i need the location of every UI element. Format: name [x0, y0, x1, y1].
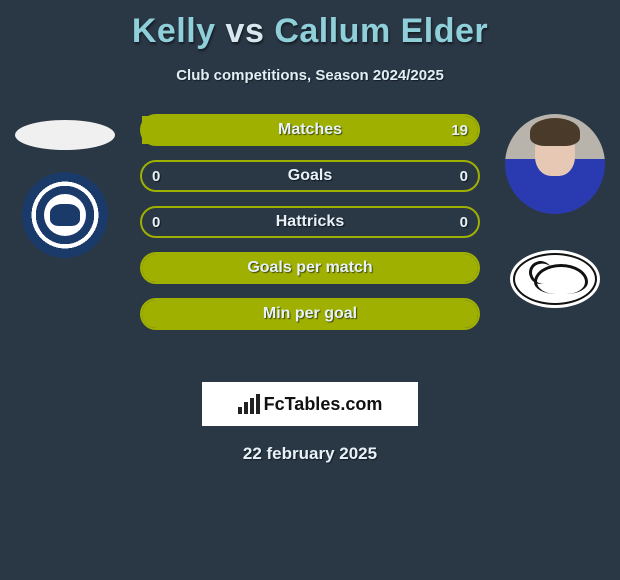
right-column: [500, 114, 610, 324]
comparison-title: Kelly vs Callum Elder: [0, 0, 620, 51]
stat-label: Goals: [288, 167, 332, 185]
stat-row: Goals per match: [140, 252, 480, 284]
stat-label: Matches: [278, 121, 342, 139]
stat-row: 0 Hattricks 0: [140, 206, 480, 238]
stat-right-value: 0: [460, 214, 468, 231]
player1-photo: [15, 120, 115, 150]
stat-bars: Matches 19 0 Goals 0 0 Hattricks 0 Goals per mat…: [140, 114, 480, 344]
stat-label: Min per goal: [263, 305, 357, 323]
stat-row: Matches 19: [140, 114, 480, 146]
millwall-badge-icon: [22, 172, 108, 258]
player1-club-badge: [20, 170, 110, 260]
branding-text: FcTables.com: [264, 394, 383, 415]
comparison-main: Matches 19 0 Goals 0 0 Hattricks 0 Goals per mat…: [0, 114, 620, 374]
date: 22 february 2025: [0, 444, 620, 464]
stat-left-value: 0: [152, 168, 160, 185]
player2-photo: [505, 114, 605, 214]
stat-left-value: 0: [152, 214, 160, 231]
player2-name: Callum Elder: [274, 12, 488, 50]
stat-row: Min per goal: [140, 298, 480, 330]
player1-name: Kelly: [132, 12, 216, 50]
bar-chart-icon: [238, 394, 260, 414]
player2-club-badge: [510, 234, 600, 324]
stat-label: Hattricks: [276, 213, 344, 231]
subtitle: Club competitions, Season 2024/2025: [0, 67, 620, 84]
derby-badge-icon: [510, 250, 600, 308]
stat-label: Goals per match: [247, 259, 372, 277]
stat-right-value: 0: [460, 168, 468, 185]
left-column: [10, 114, 120, 260]
vs-text: vs: [226, 12, 265, 50]
stat-right-value: 19: [451, 122, 468, 139]
stat-row: 0 Goals 0: [140, 160, 480, 192]
branding-box[interactable]: FcTables.com: [202, 382, 418, 426]
